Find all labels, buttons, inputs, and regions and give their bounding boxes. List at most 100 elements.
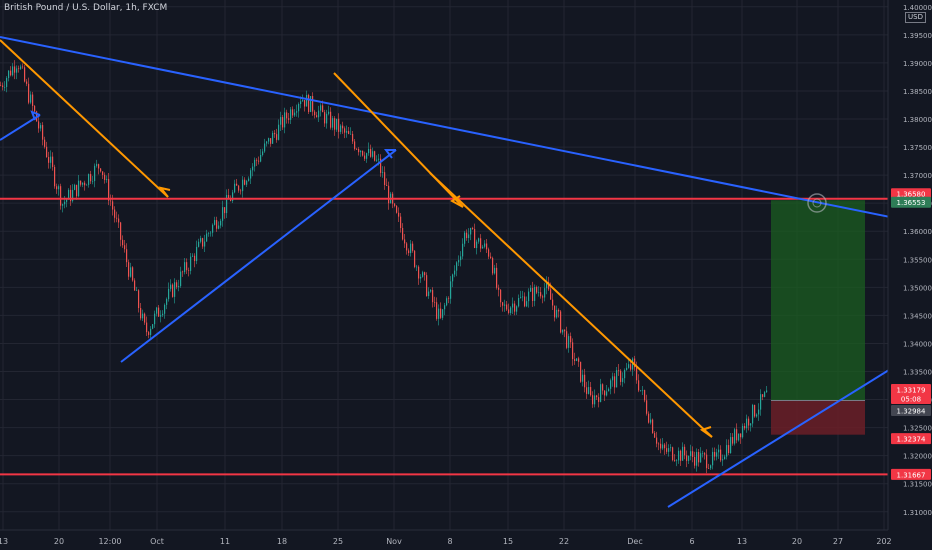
candle-body: [316, 115, 318, 118]
candle-body: [588, 387, 590, 394]
candle-body: [274, 132, 276, 135]
candle-body: [676, 460, 678, 461]
candle-body: [270, 138, 272, 144]
candle-body: [410, 243, 412, 254]
candle-body: [192, 255, 194, 257]
candle-body: [418, 266, 420, 279]
candle-body: [380, 158, 382, 173]
candle-body: [70, 189, 72, 202]
x-tick-label: 27: [833, 537, 843, 546]
candle-body: [64, 201, 66, 205]
candle-body: [30, 94, 32, 103]
candle-body: [552, 299, 554, 306]
candle-body: [720, 449, 722, 461]
candle-body: [40, 125, 42, 129]
candle-body: [562, 329, 564, 333]
candle-body: [92, 181, 94, 182]
candle-body: [744, 425, 746, 429]
candle-body: [596, 395, 598, 398]
candle-body: [750, 423, 752, 426]
candle-body: [90, 174, 92, 182]
candle-body: [408, 250, 410, 254]
candle-body: [340, 125, 342, 132]
candle-body: [666, 448, 668, 452]
candle-body: [542, 296, 544, 298]
stop-zone: [771, 400, 865, 435]
candle-body: [296, 111, 298, 113]
candle-body: [602, 384, 604, 391]
candle-body: [88, 174, 90, 185]
candle-body: [312, 96, 314, 112]
candle-body: [638, 380, 640, 391]
candle-body: [180, 271, 182, 287]
candle-body: [612, 376, 614, 381]
candle-body: [168, 288, 170, 300]
trend-lines[interactable]: [0, 36, 898, 508]
candle-body: [730, 437, 732, 454]
candle-body: [128, 262, 130, 277]
candle-body: [570, 336, 572, 343]
candle-body: [166, 299, 168, 305]
candle-body: [686, 455, 688, 461]
candle-body: [644, 390, 646, 401]
candle-body: [56, 186, 58, 190]
candle-body: [110, 200, 112, 202]
candle-body: [630, 364, 632, 370]
candle-body: [646, 400, 648, 414]
time-axis[interactable]: 13 20 12:00 Oct 11 18 25 Nov 8 15 22 Dec 6 13 20 27 202: [0, 537, 892, 546]
candle-body: [396, 205, 398, 213]
candle-body: [216, 220, 218, 229]
candle-body: [462, 243, 464, 257]
candle-body: [590, 387, 592, 396]
candle-body: [422, 272, 424, 277]
candle-body: [104, 174, 106, 180]
candle-body: [278, 124, 280, 140]
candle-body: [162, 313, 164, 316]
x-tick-label: 20: [54, 537, 64, 546]
candle-body: [738, 433, 740, 441]
candle-body: [532, 288, 534, 301]
y-tick-label: 1.35000: [903, 284, 932, 292]
y-tick-label: 1.31000: [903, 509, 932, 517]
candle-body: [198, 241, 200, 247]
candle-body: [554, 305, 556, 318]
candle-body: [622, 378, 624, 382]
candle-body: [694, 456, 696, 466]
currency-badge[interactable]: USD: [905, 12, 926, 23]
target-label-bg: [891, 196, 931, 208]
candle-body: [16, 68, 18, 73]
candle-body: [80, 180, 82, 185]
candle-body: [144, 313, 146, 323]
candle-body: [576, 358, 578, 361]
candle-body: [372, 151, 374, 157]
candle-body: [664, 444, 666, 449]
candle-body: [324, 112, 326, 124]
candle-body: [320, 105, 322, 111]
candle-body: [582, 374, 584, 382]
orange-arrow-3: [429, 172, 713, 438]
y-tick-label: 1.35500: [903, 256, 932, 264]
candle-body: [566, 331, 568, 348]
candle-body: [156, 307, 158, 314]
candle-body: [310, 96, 312, 112]
candle-body: [256, 159, 258, 161]
candle-body: [538, 292, 540, 293]
candle-body: [746, 418, 748, 429]
candle-body: [254, 159, 256, 167]
candle-body: [328, 111, 330, 114]
candle-body: [702, 453, 704, 454]
horizontal-levels[interactable]: [0, 197, 888, 476]
candle-body: [78, 180, 80, 197]
candle-body: [238, 185, 240, 191]
candle-body: [708, 468, 710, 469]
candle-body: [628, 364, 630, 368]
candle-body: [428, 291, 430, 297]
candle-body: [280, 117, 282, 125]
candle-body: [500, 289, 502, 303]
candle-body: [486, 243, 488, 250]
candle-body: [338, 118, 340, 132]
long-position-tool[interactable]: [771, 200, 865, 435]
candle-body: [516, 306, 518, 312]
candle-body: [18, 68, 20, 70]
